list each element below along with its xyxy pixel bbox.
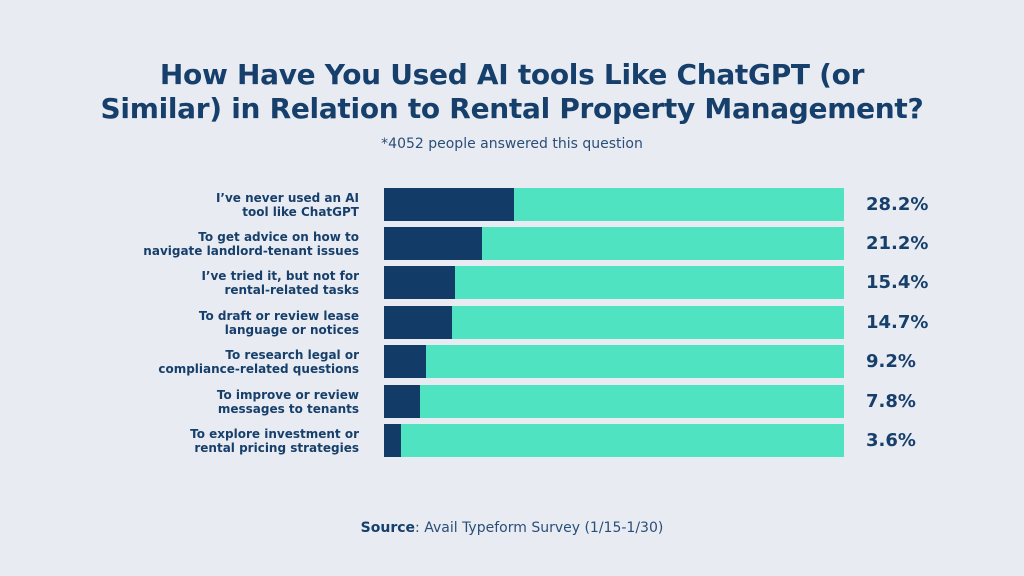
bar-value: 9.2% xyxy=(866,351,916,372)
chart-title-line-2: Similar) in Relation to Rental Property … xyxy=(100,92,924,125)
bar-value: 15.4% xyxy=(866,272,929,293)
bar-row: I’ve never used an AI tool like ChatGPT 2… xyxy=(0,188,1024,221)
bar-value: 3.6% xyxy=(866,430,916,451)
bar-label: To draft or review lease language or noti… xyxy=(198,308,359,337)
chart-title: How Have You Used AI tools Like ChatGPT … xyxy=(0,58,1024,126)
bar-fill xyxy=(384,227,482,260)
bar-fill xyxy=(384,266,455,299)
bar-fill xyxy=(384,188,514,221)
bar-row: To draft or review lease language or noti… xyxy=(0,306,1024,339)
bar-row: To get advice on how to navigate landlord… xyxy=(0,227,1024,260)
bar-track xyxy=(384,385,844,418)
bar-label: To get advice on how to navigate landlord… xyxy=(143,229,359,258)
source-note: Source: Avail Typeform Survey (1/15-1/30… xyxy=(0,520,1024,536)
bar-row: I’ve tried it, but not for rental-related… xyxy=(0,266,1024,299)
bar-track xyxy=(384,227,844,260)
bar-track xyxy=(384,345,844,378)
bar-track xyxy=(384,188,844,221)
bar-row: To explore investment or rental pricing s… xyxy=(0,424,1024,457)
bar-row: To research legal or compliance-related q… xyxy=(0,345,1024,378)
bar-track xyxy=(384,266,844,299)
bar-label: To research legal or compliance-related q… xyxy=(158,347,359,376)
bar-label: I’ve tried it, but not for rental-related… xyxy=(201,268,359,297)
source-label: Source xyxy=(360,520,416,536)
bar-label: To improve or review messages to tenants xyxy=(216,387,359,416)
bar-fill xyxy=(384,306,452,339)
bar-row: To improve or review messages to tenants … xyxy=(0,385,1024,418)
bar-fill xyxy=(384,345,427,378)
bar-value: 21.2% xyxy=(866,233,929,254)
bar-value: 28.2% xyxy=(866,194,929,215)
bar-fill xyxy=(384,424,401,457)
bar-label: To explore investment or rental pricing s… xyxy=(190,426,359,455)
source-text: : Avail Typeform Survey (1/15-1/30) xyxy=(415,520,664,536)
bar-track xyxy=(384,306,844,339)
chart-subtitle: *4052 people answered this question xyxy=(381,136,643,152)
bar-fill xyxy=(384,385,420,418)
bar-value: 14.7% xyxy=(866,312,929,333)
bar-label: I’ve never used an AI tool like ChatGPT xyxy=(215,190,359,219)
bar-value: 7.8% xyxy=(866,391,916,412)
bar-track xyxy=(384,424,844,457)
chart-title-line-1: How Have You Used AI tools Like ChatGPT … xyxy=(159,58,865,91)
